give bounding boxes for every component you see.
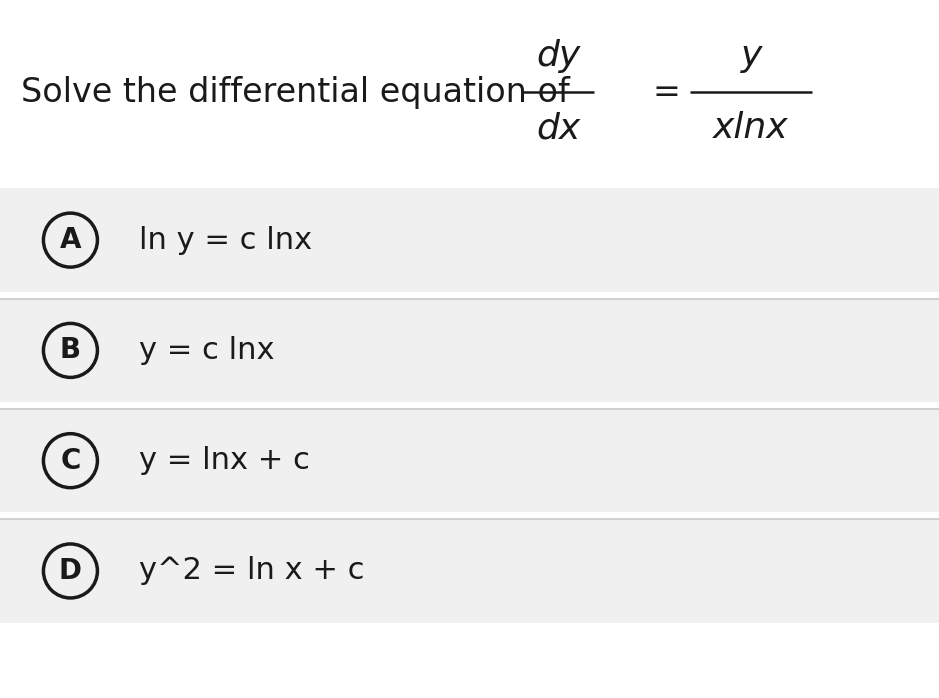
FancyBboxPatch shape xyxy=(0,188,939,292)
Text: dy: dy xyxy=(536,39,581,73)
Text: dx: dx xyxy=(536,112,581,145)
Text: D: D xyxy=(59,557,82,585)
Text: =: = xyxy=(653,75,681,109)
FancyBboxPatch shape xyxy=(0,299,939,402)
FancyBboxPatch shape xyxy=(0,519,939,623)
Text: xlnx: xlnx xyxy=(714,112,789,145)
Text: y: y xyxy=(741,39,762,73)
FancyBboxPatch shape xyxy=(0,409,939,512)
Text: Solve the differential equation of: Solve the differential equation of xyxy=(21,75,569,109)
Text: y = c lnx: y = c lnx xyxy=(139,336,274,365)
Text: ln y = c lnx: ln y = c lnx xyxy=(139,225,312,255)
Text: C: C xyxy=(60,447,81,475)
Text: A: A xyxy=(60,226,81,254)
Text: y = lnx + c: y = lnx + c xyxy=(139,446,310,475)
Text: y^2 = ln x + c: y^2 = ln x + c xyxy=(139,556,364,586)
Text: B: B xyxy=(60,336,81,364)
